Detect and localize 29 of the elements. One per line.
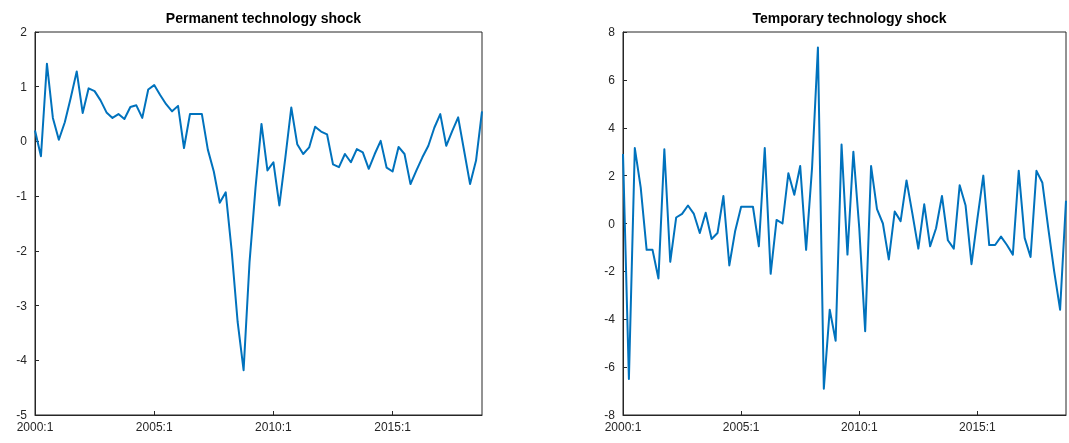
y-tick-label: -4 [16,353,28,368]
y-tick-label: 6 [608,72,616,87]
x-tick-label: 2015:1 [959,420,997,434]
y-tick-label: 1 [20,79,28,94]
chart-title: Temporary technology shock [752,10,947,26]
x-tick-label: 2005:1 [722,420,760,434]
y-tick-label: 4 [608,120,616,135]
y-tick-label: -2 [604,264,616,279]
y-tick-label: 0 [20,134,28,149]
y-tick-label: -1 [16,189,28,204]
y-tick-label: -2 [16,243,28,258]
x-tick-label: 2010:1 [255,420,293,434]
y-tick-label: -6 [604,360,616,375]
y-tick-label: 0 [608,216,616,231]
y-tick-label: -4 [604,312,616,327]
y-tick-label: 2 [608,168,616,183]
y-tick-label: 8 [608,25,616,39]
x-tick-label: 2010:1 [840,420,878,434]
x-tick-label: 2000:1 [16,420,54,434]
line-series [622,46,1067,390]
y-tick-label: -5 [16,408,28,422]
x-tick-label: 2000:1 [604,420,642,434]
chart-title: Permanent technology shock [165,10,362,26]
y-tick-label: -3 [16,298,28,313]
x-tick-label: 2015:1 [374,420,412,434]
line-series [34,62,483,372]
y-tick-label: 2 [20,25,28,39]
x-tick-label: 2005:1 [135,420,173,434]
y-tick-label: -8 [604,408,616,422]
